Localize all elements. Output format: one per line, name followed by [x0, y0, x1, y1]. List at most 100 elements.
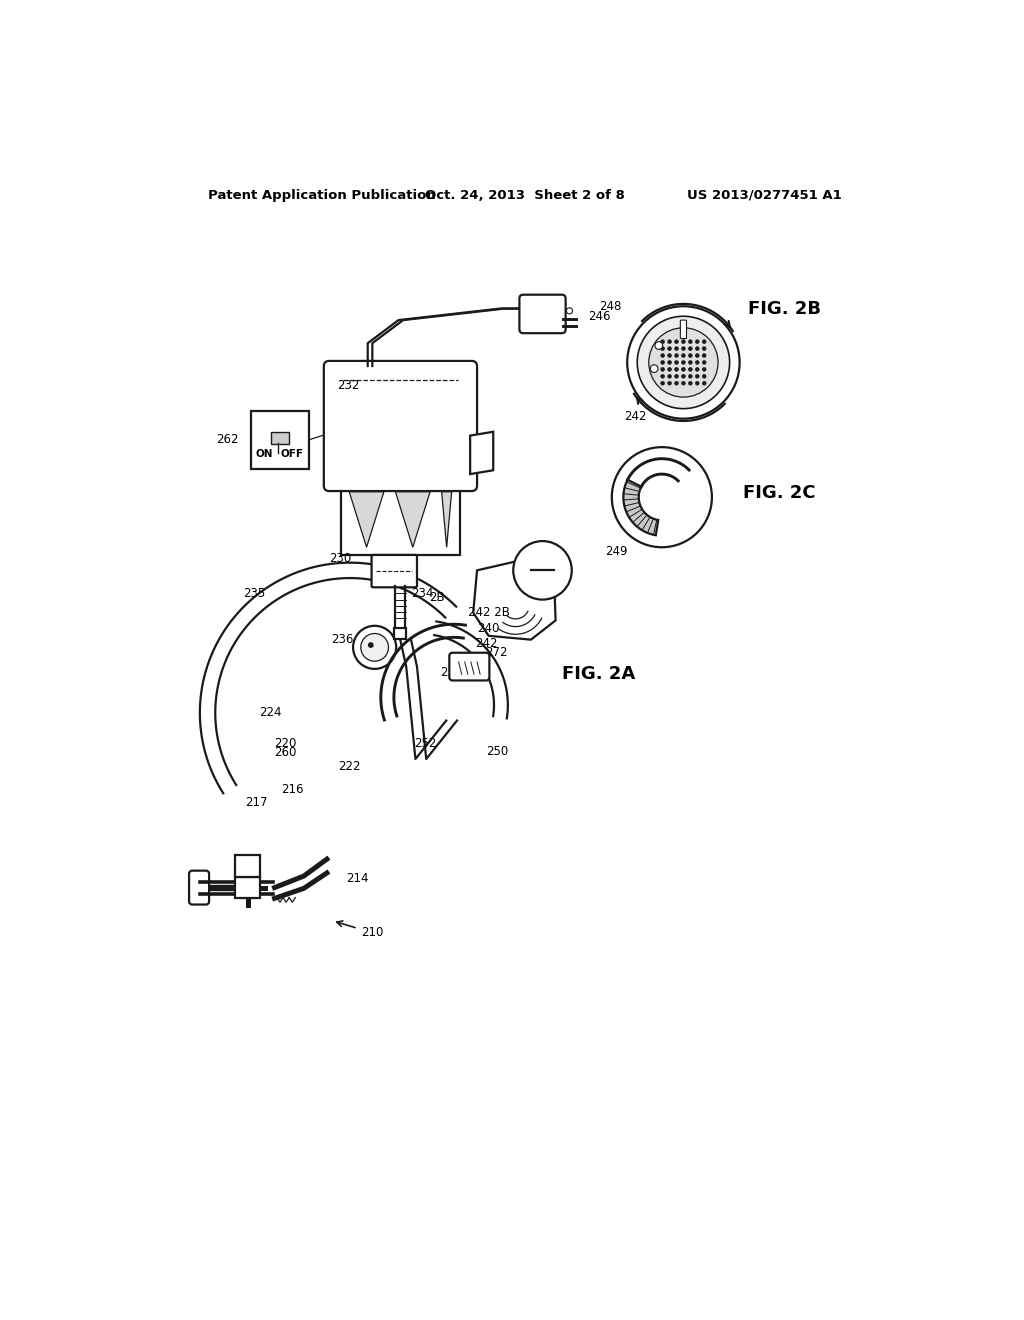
Circle shape [682, 347, 685, 351]
Text: 230: 230 [330, 552, 351, 565]
Circle shape [682, 339, 685, 343]
Text: 260: 260 [273, 746, 296, 759]
Circle shape [682, 354, 685, 358]
Circle shape [660, 375, 665, 379]
Text: FIG. 2C: FIG. 2C [742, 484, 815, 503]
Polygon shape [349, 492, 384, 548]
Text: 217: 217 [245, 796, 267, 809]
Circle shape [668, 339, 672, 343]
Circle shape [695, 354, 699, 358]
Circle shape [702, 381, 707, 385]
Circle shape [682, 360, 685, 364]
Text: Oct. 24, 2013  Sheet 2 of 8: Oct. 24, 2013 Sheet 2 of 8 [425, 189, 625, 202]
Circle shape [369, 643, 373, 647]
FancyBboxPatch shape [189, 871, 209, 904]
Circle shape [649, 327, 718, 397]
Text: 246: 246 [589, 310, 611, 323]
Circle shape [702, 375, 707, 379]
Circle shape [628, 306, 739, 418]
Circle shape [668, 347, 672, 351]
Circle shape [611, 447, 712, 548]
Circle shape [702, 367, 707, 371]
FancyBboxPatch shape [519, 294, 565, 333]
Text: 235: 235 [243, 587, 265, 601]
FancyBboxPatch shape [236, 876, 260, 899]
Circle shape [675, 347, 679, 351]
Text: 242: 242 [475, 638, 498, 649]
Text: 250: 250 [486, 744, 509, 758]
Polygon shape [341, 486, 460, 554]
FancyBboxPatch shape [450, 653, 489, 681]
Circle shape [660, 347, 665, 351]
Circle shape [702, 347, 707, 351]
Circle shape [675, 354, 679, 358]
Circle shape [688, 339, 692, 343]
Text: 252: 252 [414, 737, 436, 750]
Circle shape [675, 381, 679, 385]
Circle shape [668, 360, 672, 364]
Circle shape [566, 308, 572, 314]
Polygon shape [470, 432, 494, 474]
Circle shape [660, 367, 665, 371]
Text: OFF: OFF [281, 449, 304, 459]
Circle shape [360, 634, 388, 661]
Circle shape [513, 541, 571, 599]
Text: 236: 236 [331, 634, 353, 647]
Text: 242 2B: 242 2B [468, 606, 510, 619]
Text: 240: 240 [477, 622, 500, 635]
Text: 2B: 2B [429, 591, 445, 603]
Circle shape [353, 626, 396, 669]
Circle shape [650, 364, 658, 372]
Text: 242: 242 [624, 409, 646, 422]
Circle shape [688, 354, 692, 358]
Text: 210: 210 [361, 925, 384, 939]
Circle shape [675, 339, 679, 343]
Text: 222: 222 [339, 760, 361, 774]
Circle shape [660, 354, 665, 358]
Text: 254: 254 [440, 667, 463, 680]
Text: 248: 248 [599, 300, 622, 313]
Circle shape [668, 381, 672, 385]
Circle shape [688, 381, 692, 385]
Circle shape [675, 375, 679, 379]
Circle shape [702, 360, 707, 364]
FancyBboxPatch shape [680, 321, 686, 339]
Circle shape [688, 375, 692, 379]
Text: US 2013/0277451 A1: US 2013/0277451 A1 [687, 189, 842, 202]
Circle shape [688, 367, 692, 371]
Circle shape [695, 375, 699, 379]
Text: 232: 232 [337, 379, 359, 392]
FancyBboxPatch shape [324, 360, 477, 491]
Circle shape [660, 339, 665, 343]
Circle shape [702, 354, 707, 358]
Polygon shape [395, 492, 430, 548]
Circle shape [702, 339, 707, 343]
Circle shape [675, 360, 679, 364]
Circle shape [660, 381, 665, 385]
Circle shape [682, 381, 685, 385]
Circle shape [668, 375, 672, 379]
Polygon shape [441, 492, 452, 548]
Text: 249: 249 [605, 545, 628, 557]
Circle shape [655, 342, 663, 350]
Circle shape [675, 367, 679, 371]
Polygon shape [473, 558, 556, 640]
Text: 224: 224 [259, 706, 282, 719]
Circle shape [695, 347, 699, 351]
Text: 234: 234 [412, 587, 434, 601]
Circle shape [688, 360, 692, 364]
Polygon shape [624, 479, 658, 535]
Text: Patent Application Publication: Patent Application Publication [208, 189, 435, 202]
FancyBboxPatch shape [251, 411, 309, 470]
FancyBboxPatch shape [236, 855, 260, 876]
Circle shape [682, 375, 685, 379]
Text: 272: 272 [484, 647, 507, 659]
Text: 220: 220 [273, 737, 296, 750]
FancyBboxPatch shape [372, 554, 417, 587]
Text: FIG. 2A: FIG. 2A [562, 665, 635, 684]
Circle shape [695, 360, 699, 364]
Circle shape [668, 367, 672, 371]
Circle shape [682, 367, 685, 371]
Circle shape [695, 367, 699, 371]
Text: FIG. 2B: FIG. 2B [749, 300, 821, 318]
